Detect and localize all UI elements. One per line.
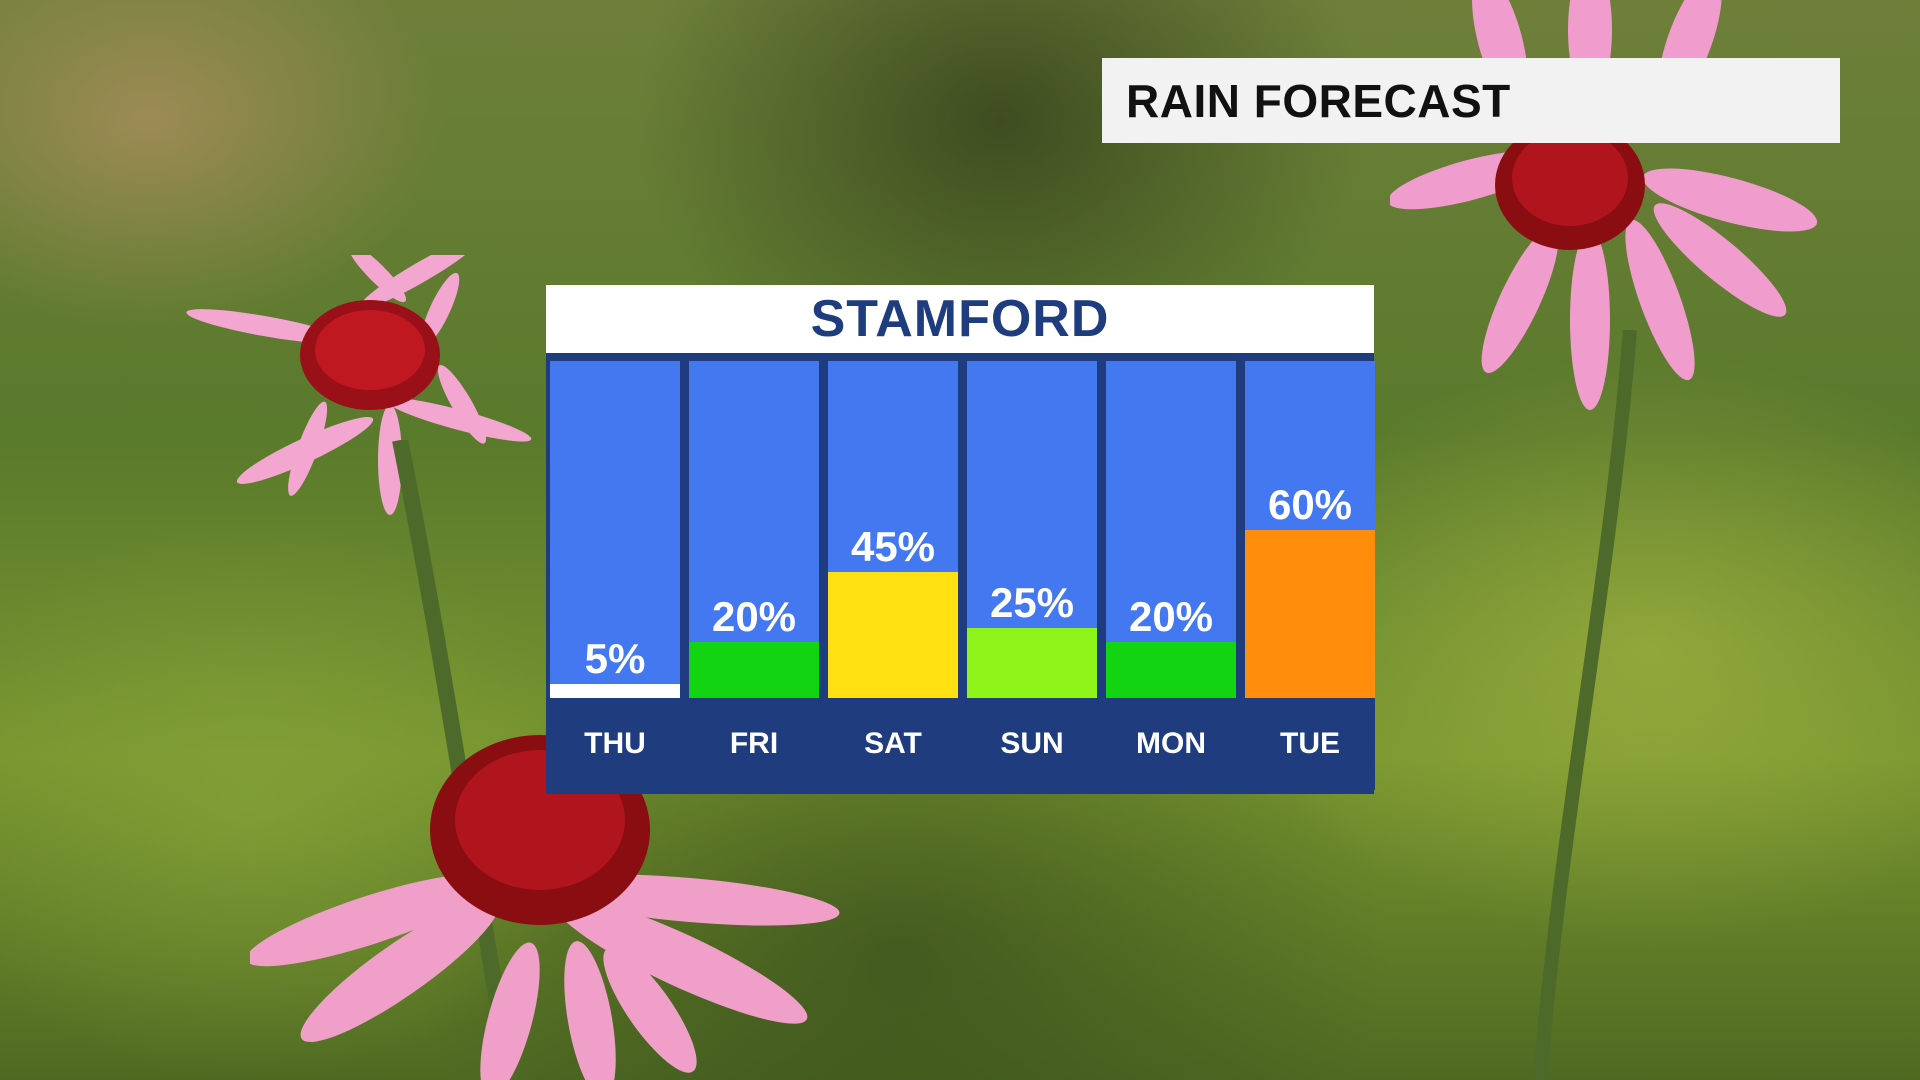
bar-column-sat: 45% SAT [828, 361, 958, 790]
bar-value-label: 5% [584, 635, 646, 682]
bar [689, 642, 819, 698]
bar-value-label: 20% [1128, 593, 1214, 640]
bar [1106, 642, 1236, 698]
rain-forecast-chart: STAMFORD 5% THU 20% FRI 45% SAT 25% SUN 20% MON 60… [546, 285, 1375, 794]
day-label: THU [550, 698, 680, 790]
bar [828, 572, 958, 698]
day-label: SAT [828, 698, 958, 790]
bar [550, 684, 680, 698]
bar-value-label: 20% [711, 593, 797, 640]
chart-title: STAMFORD [810, 290, 1110, 348]
flower-stem [1500, 330, 1660, 1080]
flower-stem [380, 440, 530, 1080]
bar-value-label: 25% [989, 579, 1075, 626]
bar-column-tue: 60% TUE [1245, 361, 1375, 790]
bar-value-label: 60% [1267, 481, 1353, 528]
coneflower-top-left [170, 255, 560, 555]
bar [967, 628, 1097, 698]
bar-value-label: 45% [850, 523, 936, 570]
day-label: MON [1106, 698, 1236, 790]
chart-header: STAMFORD [546, 285, 1374, 357]
coneflower-bottom [250, 720, 850, 1080]
banner-title: RAIN FORECAST [1126, 74, 1511, 127]
day-label: FRI [689, 698, 819, 790]
title-banner: RAIN FORECAST [1102, 58, 1840, 143]
day-label: SUN [967, 698, 1097, 790]
bar-column-mon: 20% MON [1106, 361, 1236, 790]
bar-column-thu: 5% THU [550, 361, 680, 790]
bar-column-sun: 25% SUN [967, 361, 1097, 790]
day-label: TUE [1245, 698, 1375, 790]
bar-column-fri: 20% FRI [689, 361, 819, 790]
bar [1245, 530, 1375, 698]
bar-area: 5% THU 20% FRI 45% SAT 25% SUN 20% MON 60% TUE [546, 357, 1375, 794]
